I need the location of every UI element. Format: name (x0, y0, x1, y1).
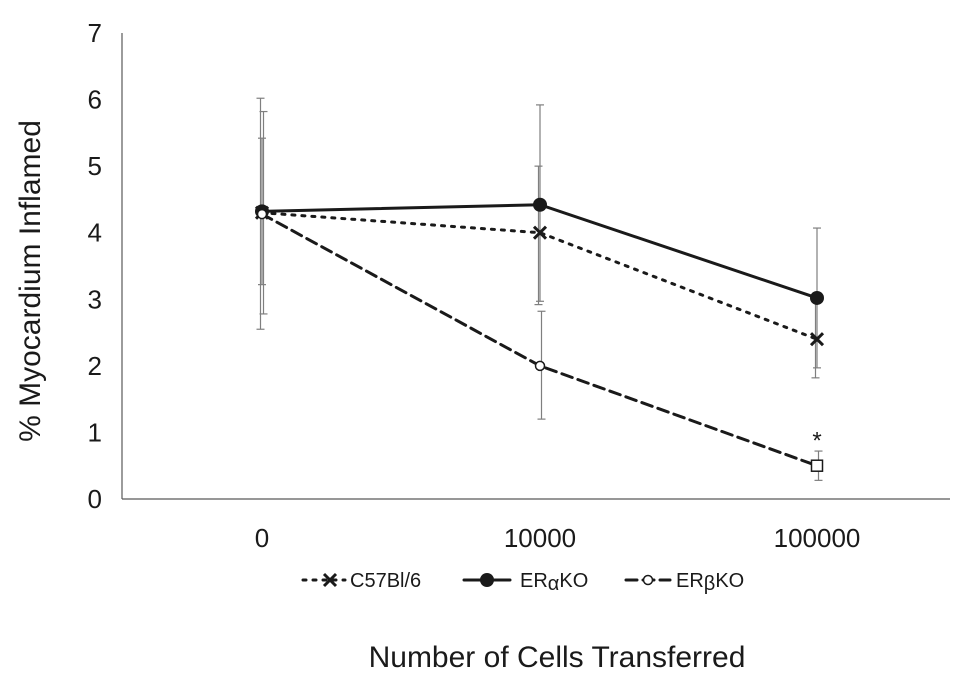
annotations: * (812, 427, 821, 454)
legend-marker-er-ko (480, 573, 494, 587)
x-tick-label: 10000 (504, 523, 576, 553)
x-tick-label: 100000 (774, 523, 861, 553)
legend-marker-c57bl-6 (322, 572, 338, 588)
data-point-c57bl-6 (532, 225, 548, 240)
x-axis-title: Number of Cells Transferred (369, 641, 746, 674)
legend: C57Bl/6 ERαKO ERβKO (301, 570, 744, 595)
data-point-er-ko (256, 208, 268, 220)
y-tick-label: 1 (88, 417, 102, 447)
y-axis: 0 1 2 3 4 5 6 7 (88, 18, 123, 514)
data-point-er-ko (810, 290, 824, 305)
series-markers (254, 197, 825, 472)
legend-label-er-ko: ERαKO (520, 570, 588, 595)
legend-marker-er-ko (642, 574, 654, 586)
legend-label-c57bl-6: C57Bl/6 (350, 570, 421, 592)
legend-label-part: α (548, 573, 560, 595)
y-tick-label: 6 (88, 85, 102, 115)
data-point-er-ko (810, 459, 824, 472)
x-axis: 0 10000 100000 (122, 498, 950, 553)
legend-item-er-ko: ERαKO (462, 570, 588, 595)
legend-label-part: β (704, 573, 716, 595)
data-point-er-ko (534, 360, 546, 372)
y-axis-title: % Myocardium Inflamed (14, 120, 47, 442)
legend-label-er-ko: ERβKO (676, 570, 744, 595)
data-point-er-ko (533, 197, 547, 212)
y-tick-label: 0 (88, 484, 102, 514)
y-tick-label: 4 (88, 218, 102, 248)
y-tick-label: 2 (88, 351, 102, 381)
legend-label-part: KO (559, 570, 588, 592)
legend-item-er-ko: ERβKO (624, 570, 744, 595)
legend-label-part: ER (520, 570, 548, 592)
legend-item-c57bl-6: C57Bl/6 (301, 570, 421, 592)
data-point-c57bl-6 (809, 332, 825, 347)
x-tick-label: 0 (255, 523, 269, 553)
legend-label-part: ER (676, 570, 704, 592)
y-tick-label: 5 (88, 151, 102, 181)
error-bars (256, 97, 823, 481)
y-tick-label: 7 (88, 18, 102, 48)
significance-asterisk: * (812, 427, 821, 454)
y-tick-label: 3 (88, 284, 102, 314)
legend-label-part: KO (715, 570, 744, 592)
